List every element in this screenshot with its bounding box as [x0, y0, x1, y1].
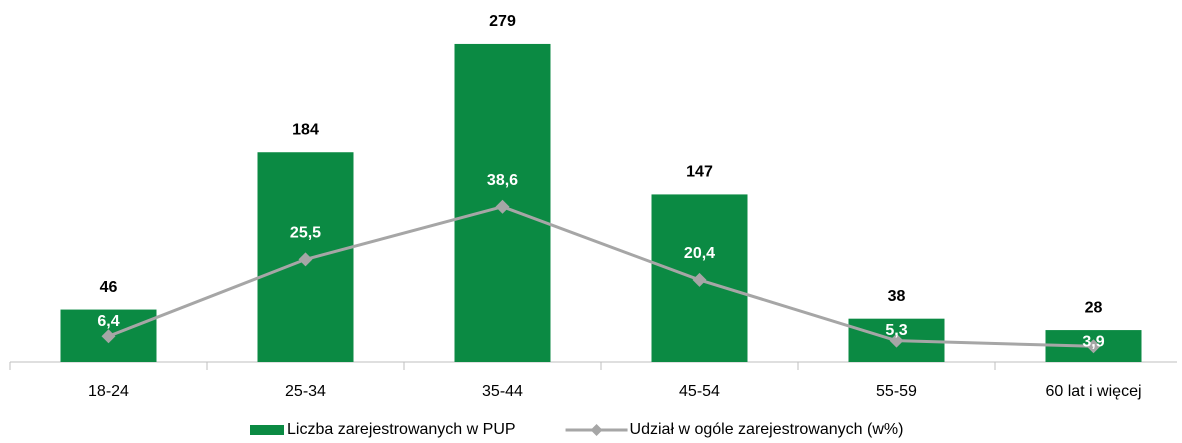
line-value-label: 3,9 — [1082, 333, 1104, 350]
line — [107, 205, 1094, 348]
bar-value-label: 46 — [100, 279, 118, 296]
legend-marker — [590, 424, 603, 436]
line-value-label: 25,5 — [290, 225, 321, 242]
line-marker — [692, 272, 707, 287]
legend-swatch — [250, 425, 284, 435]
line-value-label: 6,4 — [97, 313, 119, 330]
x-tick-label: 55-59 — [876, 383, 917, 400]
bar-value-label: 184 — [292, 121, 319, 138]
x-tick-label: 60 lat i więcej — [1045, 383, 1141, 400]
x-tick-label: 45-54 — [679, 383, 720, 400]
line-marker — [298, 252, 313, 267]
line-value-label: 38,6 — [487, 172, 518, 189]
line-marker — [889, 333, 904, 348]
line-marker — [495, 199, 510, 214]
line-marker — [1086, 339, 1101, 354]
x-tick-label: 25-34 — [285, 383, 326, 400]
line-marker — [101, 329, 116, 344]
legend-label: Udział w ogóle zarejestrowanych (w%) — [630, 421, 904, 438]
line-value-label: 20,4 — [684, 245, 715, 262]
bar-value-label: 28 — [1085, 299, 1103, 316]
bar-value-label: 147 — [686, 164, 713, 181]
x-tick-label: 35-44 — [482, 383, 523, 400]
x-tick-label: 18-24 — [88, 383, 129, 400]
bar-value-label: 38 — [888, 288, 906, 305]
line-value-label: 5,3 — [885, 322, 907, 339]
bar-value-label: 279 — [489, 13, 516, 30]
legend-label: Liczba zarejestrowanych w PUP — [287, 421, 516, 438]
